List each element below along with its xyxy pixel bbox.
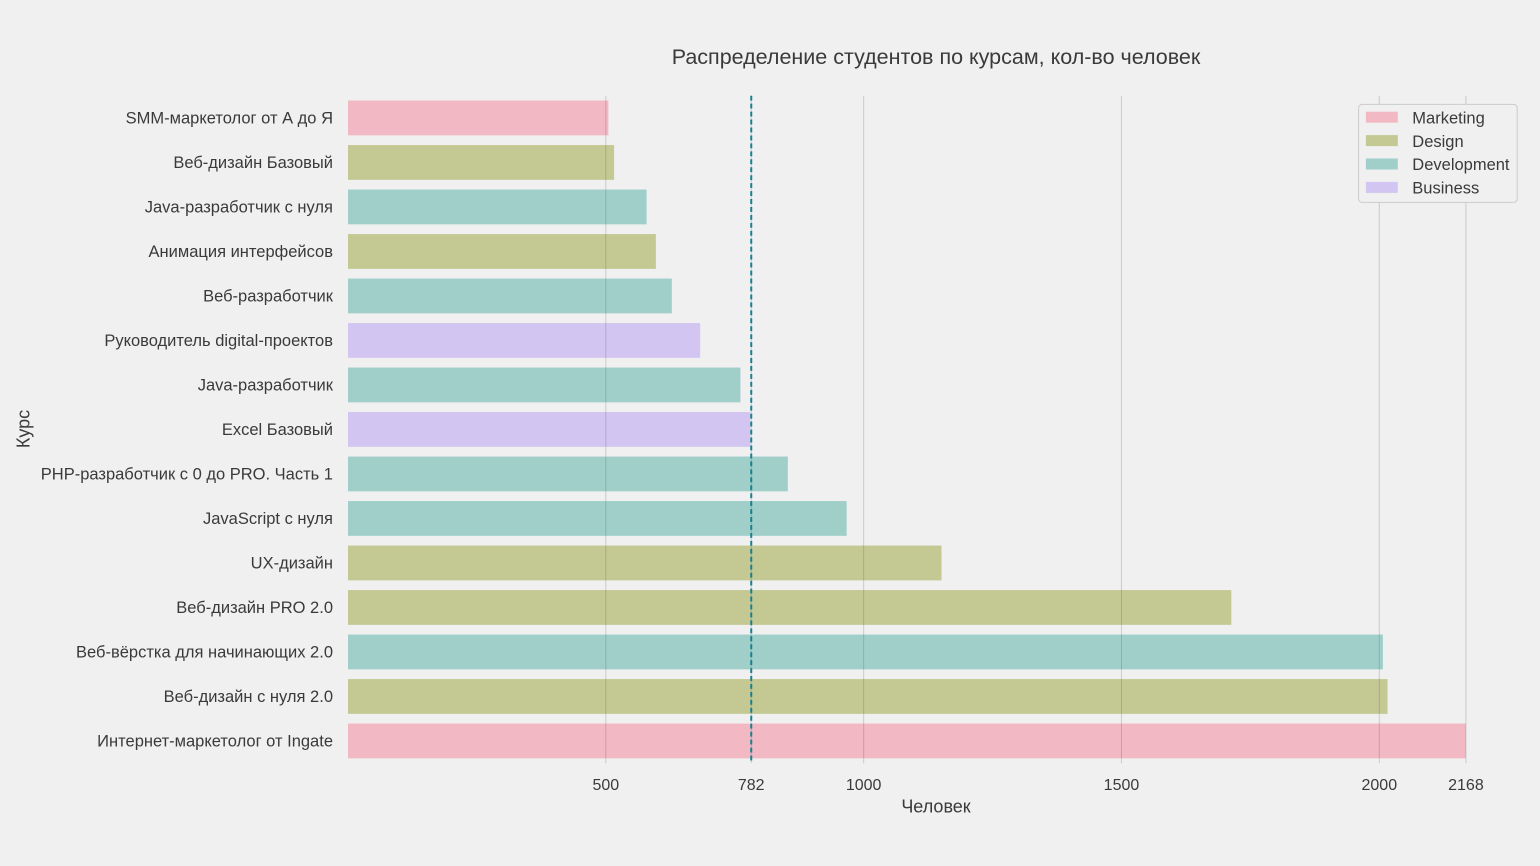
- svg-text:Development: Development: [1412, 156, 1510, 174]
- svg-text:UX-дизайн: UX-дизайн: [251, 555, 333, 573]
- svg-text:Анимация интерфейсов: Анимация интерфейсов: [149, 243, 334, 261]
- svg-text:Распределение студентов по кур: Распределение студентов по курсам, кол-в…: [672, 45, 1201, 69]
- svg-text:Design: Design: [1412, 133, 1463, 151]
- svg-text:Веб-дизайн PRO 2.0: Веб-дизайн PRO 2.0: [176, 599, 333, 617]
- svg-text:2168: 2168: [1448, 777, 1484, 794]
- svg-text:1000: 1000: [846, 777, 882, 794]
- svg-text:Интернет-маркетолог от Ingate: Интернет-маркетолог от Ingate: [97, 733, 333, 751]
- svg-text:SMM-маркетолог от А до Я: SMM-маркетолог от А до Я: [126, 110, 333, 128]
- svg-text:Веб-дизайн Базовый: Веб-дизайн Базовый: [173, 154, 333, 172]
- svg-text:Java-разработчик с нуля: Java-разработчик с нуля: [145, 199, 333, 217]
- svg-text:782: 782: [738, 777, 765, 794]
- svg-text:2000: 2000: [1362, 777, 1398, 794]
- svg-text:500: 500: [592, 777, 619, 794]
- svg-text:Веб-вёрстка для начинающих 2.0: Веб-вёрстка для начинающих 2.0: [76, 644, 333, 662]
- svg-text:Руководитель digital-проектов: Руководитель digital-проектов: [104, 332, 333, 350]
- svg-text:Курс: Курс: [14, 410, 34, 448]
- svg-text:Marketing: Marketing: [1412, 109, 1484, 127]
- svg-text:Java-разработчик: Java-разработчик: [198, 377, 334, 395]
- svg-text:Business: Business: [1412, 180, 1479, 198]
- svg-text:Веб-разработчик: Веб-разработчик: [203, 288, 334, 306]
- svg-text:JavaScript с нуля: JavaScript с нуля: [203, 510, 333, 528]
- svg-text:Веб-дизайн с нуля 2.0: Веб-дизайн с нуля 2.0: [164, 688, 333, 706]
- svg-text:1500: 1500: [1104, 777, 1140, 794]
- svg-text:PHP-разработчик с 0 до PRO. Ча: PHP-разработчик с 0 до PRO. Часть 1: [41, 466, 333, 484]
- svg-text:Человек: Человек: [901, 797, 970, 817]
- svg-text:Excel Базовый: Excel Базовый: [222, 421, 333, 439]
